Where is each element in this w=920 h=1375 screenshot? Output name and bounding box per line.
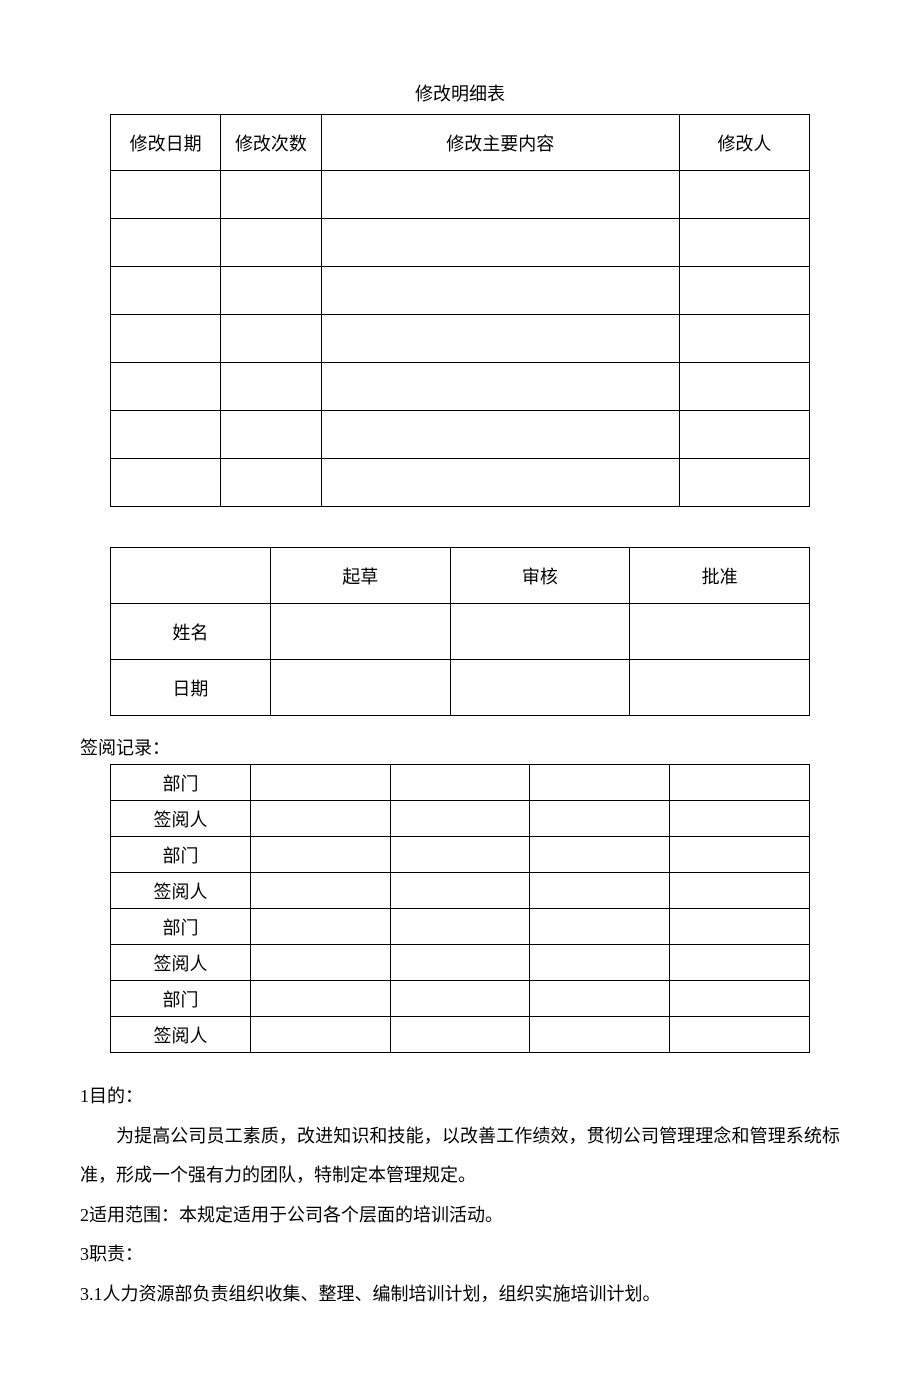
table-row: 部门	[111, 981, 810, 1017]
table-row: 部门	[111, 765, 810, 801]
header-cell: 修改人	[679, 115, 809, 171]
table1-title: 修改明细表	[80, 80, 840, 106]
body-text: 1目的： 为提高公司员工素质，改进知识和技能，以改善工作绩效，贯彻公司管理理念和…	[80, 1077, 840, 1315]
paragraph: 3.1人力资源部负责组织收集、整理、编制培训计划，组织实施培训计划。	[80, 1275, 840, 1315]
row-label: 部门	[111, 837, 251, 873]
empty-cell	[111, 548, 271, 604]
page: 修改明细表 修改日期 修改次数 修改主要内容 修改人 起草 审核 批准 姓名 日…	[0, 0, 920, 1375]
section-heading: 1目的：	[80, 1077, 840, 1117]
approval-table: 起草 审核 批准 姓名 日期	[110, 547, 810, 716]
table-row: 起草 审核 批准	[111, 548, 810, 604]
header-cell: 修改次数	[221, 115, 321, 171]
header-cell: 审核	[450, 548, 630, 604]
table-row: 签阅人	[111, 945, 810, 981]
row-label: 签阅人	[111, 873, 251, 909]
table-row: 签阅人	[111, 1017, 810, 1053]
table-row	[111, 219, 810, 267]
paragraph: 2适用范围：本规定适用于公司各个层面的培训活动。	[80, 1196, 840, 1236]
row-label: 姓名	[111, 604, 271, 660]
table-row: 姓名	[111, 604, 810, 660]
table-row: 修改日期 修改次数 修改主要内容 修改人	[111, 115, 810, 171]
header-cell: 修改日期	[111, 115, 221, 171]
header-cell: 批准	[630, 548, 810, 604]
table-row	[111, 315, 810, 363]
header-cell: 修改主要内容	[321, 115, 679, 171]
row-label: 部门	[111, 981, 251, 1017]
row-label: 部门	[111, 909, 251, 945]
table-row: 部门	[111, 909, 810, 945]
row-label: 签阅人	[111, 1017, 251, 1053]
row-label: 部门	[111, 765, 251, 801]
table-row	[111, 267, 810, 315]
table-row: 签阅人	[111, 873, 810, 909]
table-row	[111, 363, 810, 411]
table-row: 日期	[111, 660, 810, 716]
table-row	[111, 459, 810, 507]
review-table: 部门 签阅人 部门 签阅人 部门 签阅人 部门 签阅人	[110, 764, 810, 1053]
table-row: 签阅人	[111, 801, 810, 837]
row-label: 日期	[111, 660, 271, 716]
revision-table: 修改日期 修改次数 修改主要内容 修改人	[110, 114, 810, 507]
row-label: 签阅人	[111, 945, 251, 981]
table-row: 部门	[111, 837, 810, 873]
table-row	[111, 411, 810, 459]
table-row	[111, 171, 810, 219]
paragraph: 为提高公司员工素质，改进知识和技能，以改善工作绩效，贯彻公司管理理念和管理系统标…	[80, 1117, 840, 1196]
section-heading: 3职责：	[80, 1235, 840, 1275]
review-label: 签阅记录：	[80, 734, 840, 760]
header-cell: 起草	[270, 548, 450, 604]
row-label: 签阅人	[111, 801, 251, 837]
